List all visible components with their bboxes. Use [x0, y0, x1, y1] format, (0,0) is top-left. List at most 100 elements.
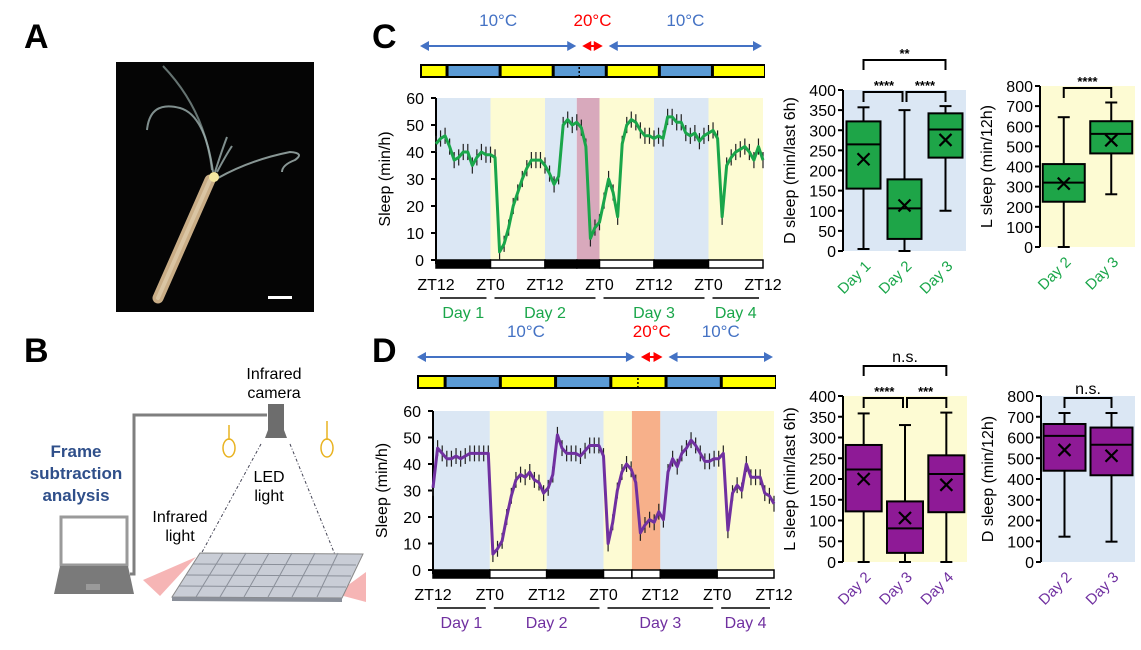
- arrow-head-left: [417, 352, 426, 362]
- y-tick-label: 600: [1007, 431, 1034, 448]
- y-tick-label: 20: [403, 510, 421, 527]
- mean-marker: [898, 511, 912, 525]
- y-tick-label: 250: [809, 143, 836, 160]
- significance-bracket: [862, 91, 904, 102]
- x-tick-label: Day 3: [1083, 569, 1123, 609]
- y-tick-label: 800: [1006, 79, 1033, 96]
- arrow-head-left: [668, 352, 678, 362]
- D-box-L-chart: 0 50 100 150 200 250 300 350 400 L sleep (min/las…: [782, 349, 967, 609]
- y-tick-label: 100: [1006, 220, 1033, 237]
- significance-bracket: [862, 59, 947, 70]
- background-dark: [660, 411, 718, 570]
- y-tick-label: 30: [403, 484, 421, 501]
- x-tick-label: Day 2: [1035, 254, 1075, 294]
- y-tick-label: 400: [1006, 160, 1033, 177]
- day-label: Day 3: [633, 305, 675, 322]
- temperature-condition-bar: [417, 375, 776, 389]
- y-tick-label: 200: [1006, 200, 1033, 217]
- significance-bracket: [862, 365, 948, 376]
- arrow-head-left: [582, 41, 592, 51]
- y-tick-label: 60: [406, 91, 424, 108]
- x-tick-label: ZT12: [642, 587, 679, 604]
- dark-phase-block: [448, 66, 499, 76]
- y-tick-label: 350: [809, 410, 836, 427]
- y-axis-label: D sleep (min/last 6h): [782, 97, 799, 244]
- y-tick-label: 250: [809, 451, 836, 468]
- light-phase-block: [501, 66, 552, 76]
- y-tick-label: 400: [809, 83, 836, 100]
- y-tick-label: 800: [1007, 389, 1034, 406]
- mean-marker: [897, 198, 912, 213]
- C-line-chart: 0 10 20 30 40 50 60 Sleep (min/h) ZT12 ZT0 ZT12 ZT0…: [377, 11, 782, 322]
- sleep-series-line: [431, 433, 776, 556]
- mean-marker: [939, 478, 954, 492]
- x-tick-label: Day 2: [876, 258, 916, 298]
- light-phase-block: [422, 66, 446, 76]
- mean-marker: [938, 133, 953, 147]
- light-phase-bar: [602, 569, 633, 579]
- arrow-head-right: [753, 41, 762, 51]
- y-tick-label: 0: [415, 253, 424, 270]
- significance-bracket: [1062, 87, 1113, 98]
- dark-phase-bar: [545, 569, 605, 579]
- day-label: Day 2: [526, 615, 568, 632]
- y-tick-label: 50: [406, 118, 424, 135]
- day-label: Day 4: [725, 615, 767, 632]
- temperature-label: 10°C: [479, 11, 517, 30]
- x-tick-label: Day 3: [876, 569, 916, 609]
- box-day-2: Day 2: [876, 109, 923, 298]
- C-box-L-chart: 0 100 200 300 400 500 600 700 800 L sleep (min/12…: [979, 74, 1135, 294]
- infrared-light-label: Infrared light: [152, 509, 208, 545]
- y-tick-label: 60: [403, 404, 421, 421]
- y-axis-label: Sleep (min/h): [377, 131, 394, 226]
- x-tick-label: Day 1: [835, 258, 875, 298]
- y-tick-label: 0: [1024, 240, 1033, 257]
- y-tick-label: 300: [1007, 493, 1034, 510]
- y-tick-label: 400: [809, 389, 836, 406]
- background-light: [708, 98, 763, 260]
- significance-bracket: [905, 91, 947, 102]
- y-axis-label: L sleep (min/last 6h): [782, 407, 799, 550]
- y-tick-label: 350: [809, 103, 836, 120]
- x-tick-label: ZT12: [755, 587, 792, 604]
- x-tick-label: ZT0: [694, 277, 723, 294]
- temperature-arrow-10c: 10°C: [420, 11, 577, 51]
- x-tick-label: ZT0: [476, 587, 505, 604]
- significance-label: ***: [918, 384, 934, 399]
- day-label: Day 1: [441, 615, 483, 632]
- dark-phase-bar: [544, 259, 578, 269]
- temperature-label: 20°C: [574, 11, 612, 30]
- y-tick-label: 300: [809, 431, 836, 448]
- temperature-label: 10°C: [702, 322, 740, 341]
- background-dark: [433, 411, 490, 570]
- sleep-series-line: [434, 115, 765, 254]
- x-tick-label: ZT0: [589, 587, 618, 604]
- y-tick-label: 0: [827, 244, 836, 261]
- significance-bracket: [862, 397, 904, 408]
- iqr-box: [886, 500, 924, 554]
- light-phase-bar: [716, 569, 775, 579]
- y-tick-label: 40: [406, 145, 424, 162]
- y-tick-label: 30: [406, 172, 424, 189]
- y-tick-label: 20: [406, 199, 424, 216]
- day-label: Day 3: [639, 615, 681, 632]
- x-tick-label: ZT12: [417, 277, 454, 294]
- x-tick-label: ZT12: [744, 277, 781, 294]
- iqr-box: [927, 454, 966, 514]
- significance-label: ****: [874, 78, 895, 93]
- x-tick-label: Day 3: [1082, 254, 1122, 294]
- iqr-box: [1042, 423, 1087, 472]
- temperature-arrow-10c: 10°C: [608, 11, 762, 51]
- y-tick-label: 10: [403, 537, 421, 554]
- temperature-label: 10°C: [666, 11, 704, 30]
- y-tick-label: 300: [1006, 180, 1033, 197]
- y-axis-label: Sleep (min/h): [374, 443, 391, 538]
- mean-marker: [856, 152, 871, 167]
- D-line-chart: 0 10 20 30 40 50 60 Sleep (min/h) ZT12 ZT0 ZT12 ZT0…: [374, 322, 793, 632]
- y-tick-label: 600: [1006, 119, 1033, 136]
- y-tick-label: 200: [1007, 514, 1034, 531]
- dark-phase-bar: [659, 569, 718, 579]
- background-dark: [436, 98, 491, 260]
- light-phase-block: [713, 66, 764, 76]
- x-tick-label: ZT0: [703, 587, 732, 604]
